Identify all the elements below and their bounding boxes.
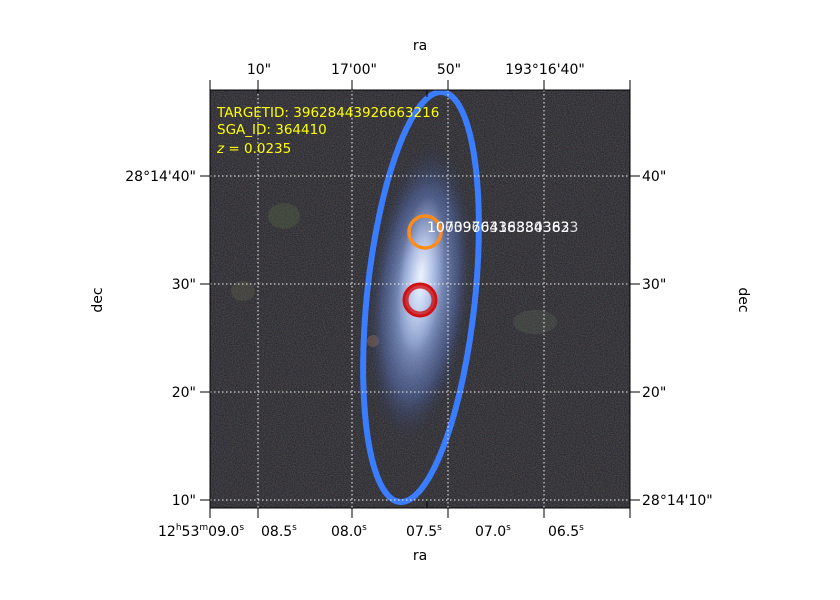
redshift-text: z = 0.0235 xyxy=(216,141,291,157)
fiber-red-inner xyxy=(405,285,435,315)
left-tick-label: 28°14'40" xyxy=(125,169,196,185)
background-source xyxy=(231,281,255,301)
top-tick-label: 50" xyxy=(437,62,461,78)
right-tick-label: 30" xyxy=(642,277,666,293)
ticks xyxy=(200,80,640,518)
bottom-tick-label: 12h53m09.0s xyxy=(158,523,244,540)
left-tick-label: 30" xyxy=(172,277,196,293)
sga-id-text: SGA_ID: 364410 xyxy=(217,122,327,138)
targetid-text: TARGETID: 39628443926663216 xyxy=(216,105,439,121)
left-axis-title: dec xyxy=(90,287,106,312)
right-axis-title: dec xyxy=(735,287,751,312)
right-tick-label: 40" xyxy=(642,169,666,185)
fiber-label-b: 10039603188303823 xyxy=(427,220,578,236)
sky-image xyxy=(210,90,630,508)
background-source xyxy=(513,310,557,334)
top-axis-title: ra xyxy=(413,38,427,54)
fiber-orange xyxy=(407,214,443,250)
target-info: TARGETID: 39628443926663216 SGA_ID: 3644… xyxy=(216,105,439,157)
top-tick-label: 17'00" xyxy=(331,62,377,78)
axes-frame xyxy=(209,89,631,509)
top-tick-label: 193°16'40" xyxy=(505,62,585,78)
bottom-tick-label: 07.5s xyxy=(406,523,442,540)
left-tick-label: 20" xyxy=(172,385,196,401)
left-tick-label: 10" xyxy=(172,493,196,509)
bottom-axis-title: ra xyxy=(413,548,427,564)
bottom-tick-label: 06.5s xyxy=(548,523,584,540)
sga-ellipse xyxy=(360,90,482,505)
bottom-tick-label: 08.5s xyxy=(261,523,297,540)
background-source xyxy=(268,203,300,229)
bottom-tick-label: 08.0s xyxy=(331,523,367,540)
grid xyxy=(210,90,630,508)
top-tick-label: 10" xyxy=(247,62,271,78)
redshift-value: = 0.0235 xyxy=(224,141,291,157)
bottom-tick-label: 07.0s xyxy=(475,523,511,540)
fiber-red xyxy=(402,282,438,318)
fiber-label-a: 1070976436384363 xyxy=(427,220,570,236)
redshift-variable: z xyxy=(216,141,225,157)
right-tick-label: 28°14'10" xyxy=(642,493,713,509)
right-tick-label: 20" xyxy=(642,385,666,401)
